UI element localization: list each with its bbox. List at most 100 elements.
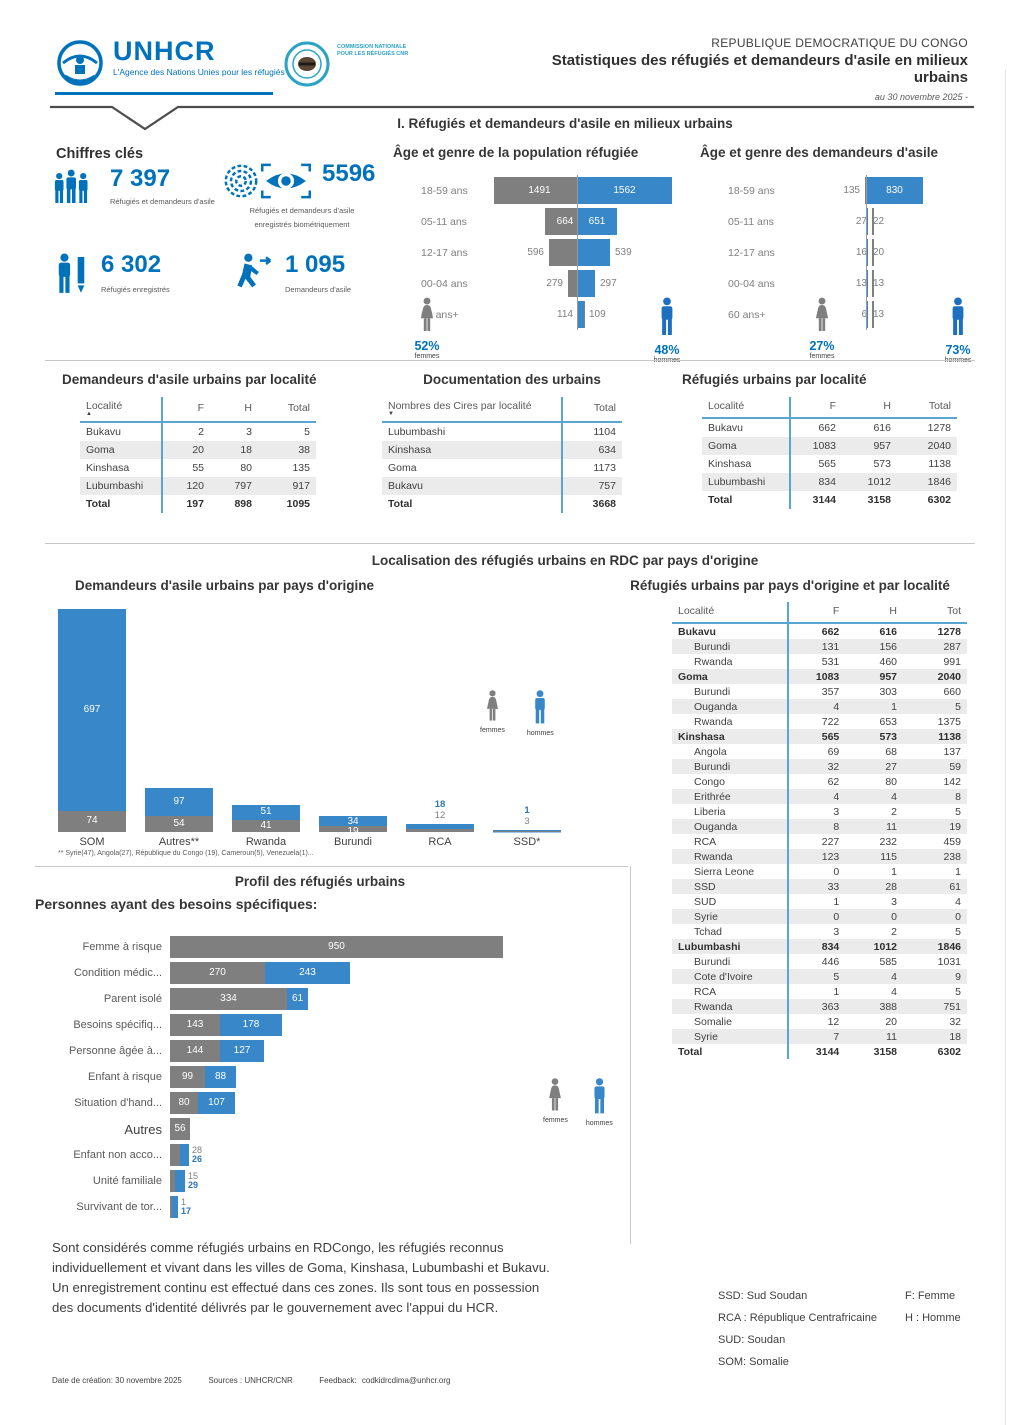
bar-segment-femmes[interactable] <box>406 829 474 832</box>
column-header-total[interactable]: Total <box>561 397 622 423</box>
bar-segment-femmes[interactable]: 270 <box>170 962 265 984</box>
bar-segment-hommes[interactable] <box>866 177 923 204</box>
table-row[interactable]: Burundi 446 585 1031 <box>672 954 967 969</box>
bar-segment-hommes[interactable] <box>577 270 595 297</box>
table-row[interactable]: Kinshasa 565 573 1138 <box>702 455 957 473</box>
column-header-locality[interactable]: Nombres des Cires par localité ▼ <box>382 397 562 423</box>
bar-segment-femmes[interactable] <box>872 239 874 266</box>
column-header-h[interactable]: H <box>842 397 897 419</box>
bar-segment-femmes[interactable] <box>493 831 561 832</box>
bar-segment-hommes[interactable] <box>493 830 561 831</box>
column-header-h[interactable]: H <box>210 397 258 423</box>
column-header-tot[interactable]: Tot <box>903 602 967 624</box>
bar-segment-femmes[interactable] <box>170 1196 172 1218</box>
bar-segment-hommes[interactable]: 51 <box>232 805 300 820</box>
bar-segment-femmes[interactable] <box>494 177 585 204</box>
column-header-f[interactable]: F <box>786 602 846 624</box>
table-row[interactable]: Ouganda 4 1 5 <box>672 699 967 714</box>
column-header-total[interactable]: Total <box>897 397 957 419</box>
bar-segment-hommes[interactable] <box>172 1196 178 1218</box>
table-row[interactable]: Lubumbashi 120 797 917 <box>80 477 316 495</box>
bar-segment-hommes[interactable] <box>577 239 610 266</box>
bar-segment-femmes[interactable]: 41 <box>232 820 300 832</box>
bar-segment-hommes[interactable]: 697 <box>58 609 126 811</box>
bar-segment-femmes[interactable] <box>872 270 874 297</box>
table-row[interactable]: Bukavu 2 3 5 <box>80 422 316 441</box>
bar-segment-femmes[interactable]: 80 <box>170 1092 198 1114</box>
bar-segment-hommes[interactable] <box>577 177 672 204</box>
bar-segment-femmes[interactable]: 54 <box>145 816 213 832</box>
table-row[interactable]: SSD 33 28 61 <box>672 879 967 894</box>
table-row[interactable]: Syrie 7 11 18 <box>672 1029 967 1044</box>
table-row[interactable]: Cote d'Ivoire 5 4 9 <box>672 969 967 984</box>
table-row[interactable]: SUD 1 3 4 <box>672 894 967 909</box>
bar-segment-hommes[interactable]: 127 <box>220 1040 264 1062</box>
bar-segment-hommes[interactable]: 107 <box>198 1092 235 1114</box>
table-row[interactable]: Congo 62 80 142 <box>672 774 967 789</box>
sort-indicator-icon[interactable]: ▲ <box>86 411 92 417</box>
table-row[interactable]: Kinshasa 55 80 135 <box>80 459 316 477</box>
table-row[interactable]: Tchad 3 2 5 <box>672 924 967 939</box>
table-row[interactable]: Syrie 0 0 0 <box>672 909 967 924</box>
bar-segment-hommes[interactable]: 243 <box>265 962 350 984</box>
column-header-f[interactable]: F <box>789 397 842 419</box>
bar-segment-femmes[interactable]: 334 <box>170 988 287 1010</box>
table-row[interactable]: Goma 1083 957 2040 <box>672 669 967 684</box>
bar-segment-femmes[interactable]: 950 <box>170 936 503 958</box>
table-row[interactable]: Rwanda 722 653 1375 <box>672 714 967 729</box>
table-row[interactable]: Burundi 32 27 59 <box>672 759 967 774</box>
table-row[interactable]: Goma 1173 <box>382 459 622 477</box>
table-row[interactable]: Sierra Leone 0 1 1 <box>672 864 967 879</box>
bar-segment-hommes[interactable] <box>175 1170 185 1192</box>
table-row[interactable]: RCA 227 232 459 <box>672 834 967 849</box>
bar-segment-hommes[interactable] <box>577 208 617 235</box>
table-row[interactable]: Lubumbashi 1104 <box>382 422 622 441</box>
bar-segment-hommes[interactable]: 178 <box>220 1014 282 1036</box>
column-header-locality[interactable]: Localité <box>702 397 790 419</box>
column-header-h[interactable]: H <box>845 602 904 624</box>
table-row[interactable]: Goma 20 18 38 <box>80 441 316 459</box>
table-row[interactable]: Liberia 3 2 5 <box>672 804 967 819</box>
table-row[interactable]: Erithrée 4 4 8 <box>672 789 967 804</box>
bar-segment-femmes[interactable]: 74 <box>58 811 126 832</box>
table-row[interactable]: RCA 1 4 5 <box>672 984 967 999</box>
bar-segment-hommes[interactable]: 88 <box>205 1066 236 1088</box>
bar-segment-femmes[interactable]: 19 <box>319 826 387 837</box>
table-row[interactable]: Lubumbashi 834 1012 1846 <box>672 939 967 954</box>
table-row[interactable]: Burundi 131 156 287 <box>672 639 967 654</box>
bar-segment-hommes[interactable]: 34 <box>319 816 387 827</box>
table-row[interactable]: Rwanda 363 388 751 <box>672 999 967 1014</box>
sort-indicator-icon[interactable]: ▼ <box>388 411 394 417</box>
table-row[interactable]: Bukavu 757 <box>382 477 622 495</box>
bar-segment-femmes[interactable] <box>170 1144 180 1166</box>
bar-segment-femmes[interactable]: 99 <box>170 1066 205 1088</box>
bar-segment-hommes[interactable]: 97 <box>145 788 213 816</box>
table-row[interactable]: Goma 1083 957 2040 <box>702 437 957 455</box>
bar-segment-hommes[interactable] <box>577 301 584 328</box>
column-header-f[interactable]: F <box>161 397 210 423</box>
bar-segment-hommes[interactable] <box>406 824 474 829</box>
bar-segment-femmes[interactable] <box>170 1170 175 1192</box>
table-row[interactable]: Somalie 12 20 32 <box>672 1014 967 1029</box>
bar-segment-hommes[interactable] <box>866 208 868 235</box>
table-row[interactable]: Bukavu 662 616 1278 <box>672 623 967 639</box>
table-row[interactable]: Bukavu 662 616 1278 <box>702 418 957 437</box>
column-header-locality[interactable]: Localité ▲ <box>80 397 162 423</box>
table-row[interactable]: Kinshasa 634 <box>382 441 622 459</box>
bar-segment-femmes[interactable]: 56 <box>170 1118 190 1140</box>
table-row[interactable]: Rwanda 531 460 991 <box>672 654 967 669</box>
bar-segment-hommes[interactable] <box>866 239 868 266</box>
table-row[interactable]: Angola 69 68 137 <box>672 744 967 759</box>
bar-segment-femmes[interactable]: 144 <box>170 1040 220 1062</box>
table-row[interactable]: Kinshasa 565 573 1138 <box>672 729 967 744</box>
bar-segment-hommes[interactable] <box>180 1144 189 1166</box>
table-row[interactable]: Rwanda 123 115 238 <box>672 849 967 864</box>
bar-segment-femmes[interactable]: 143 <box>170 1014 220 1036</box>
column-header-total[interactable]: Total <box>258 397 316 423</box>
bar-segment-hommes[interactable] <box>866 270 868 297</box>
table-row[interactable]: Burundi 357 303 660 <box>672 684 967 699</box>
column-header-localité[interactable]: Localité <box>672 602 788 624</box>
table-row[interactable]: Lubumbashi 834 1012 1846 <box>702 473 957 491</box>
bar-segment-femmes[interactable] <box>872 301 874 328</box>
bar-segment-femmes[interactable] <box>872 208 874 235</box>
